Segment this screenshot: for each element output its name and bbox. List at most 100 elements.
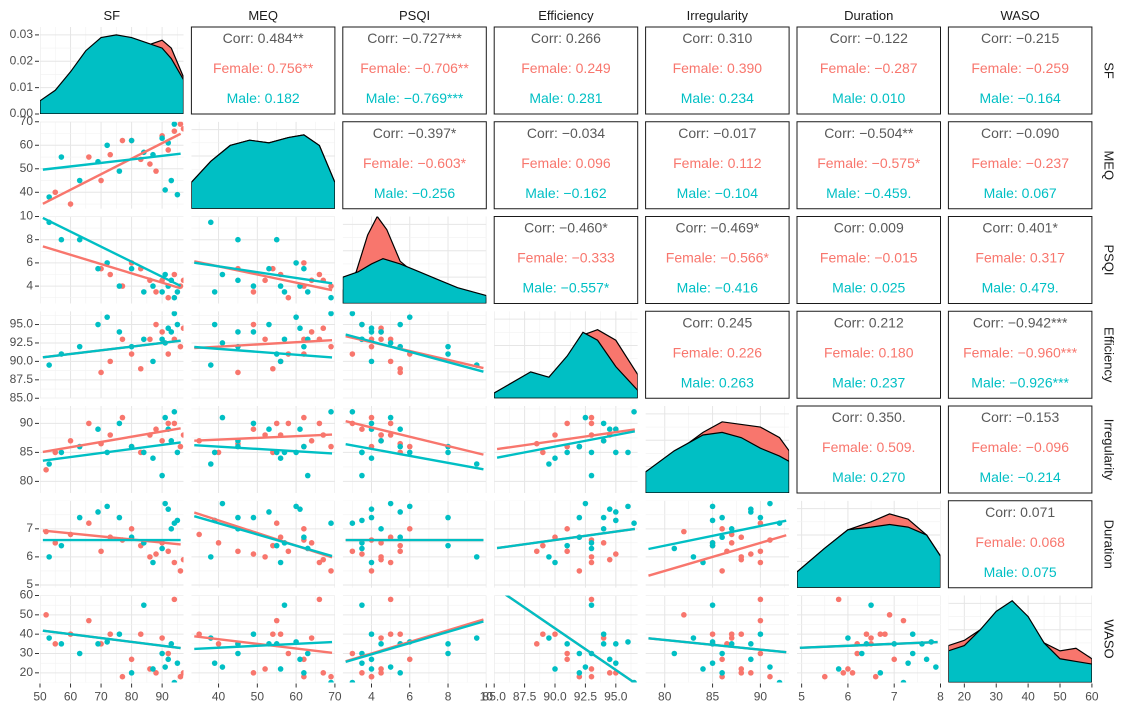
regression-line-male [194, 640, 333, 651]
regression-line-female [648, 534, 787, 577]
point-female [540, 631, 546, 637]
point-female [552, 432, 558, 438]
density-panel [40, 27, 184, 114]
y-tick-label: 4 [26, 278, 33, 292]
row-label-psqi: PSQI [1102, 244, 1117, 275]
point-female [349, 548, 356, 555]
x-tick-label: 4 [368, 690, 375, 701]
point-male [905, 660, 911, 666]
point-female [564, 420, 570, 427]
point-female [277, 534, 284, 541]
point-male [564, 449, 570, 456]
point-male [150, 666, 156, 672]
point-female [177, 343, 184, 350]
point-female [285, 420, 292, 427]
corr-panel [796, 26, 941, 115]
point-female [273, 420, 280, 427]
point-male [301, 265, 307, 272]
density-male [342, 258, 487, 304]
point-female [540, 449, 546, 456]
point-female [153, 321, 159, 328]
corr-panel [796, 405, 941, 494]
point-female [262, 666, 268, 672]
point-male [281, 336, 288, 343]
corr-female-label: Female: −0.259 [971, 60, 1069, 76]
corr-female-label: Female: 0.068 [975, 534, 1065, 550]
x-tick-label: 30 [990, 690, 1004, 701]
corr-male-label: Male: 0.182 [227, 90, 300, 106]
point-female [177, 443, 184, 450]
corr-female-label: Female: −0.566* [666, 250, 770, 266]
point-male [588, 545, 595, 552]
corr-panel [342, 26, 487, 115]
point-female [588, 673, 595, 680]
point-male [159, 650, 165, 657]
point-male [359, 540, 365, 546]
point-male [546, 635, 552, 641]
point-female [180, 670, 184, 676]
point-male [359, 660, 365, 666]
scatter-panel [494, 500, 638, 588]
point-male [273, 542, 280, 549]
point-male [909, 631, 916, 637]
corr-male-label: Male: 0.479. [982, 280, 1059, 296]
point-female [877, 631, 884, 637]
point-male [328, 679, 334, 683]
point-female [378, 540, 384, 546]
point-female [588, 414, 595, 421]
point-male [141, 449, 147, 456]
point-female [757, 559, 764, 566]
point-male [250, 514, 257, 521]
point-female [308, 635, 315, 641]
point-male [582, 664, 589, 670]
point-male [359, 517, 365, 524]
point-male [174, 449, 181, 456]
point-male [473, 635, 480, 641]
point-female [285, 548, 292, 555]
point-female [180, 126, 184, 132]
point-male [171, 311, 178, 317]
point-male [613, 517, 619, 524]
y-tick-label: 85.0 [10, 390, 34, 404]
point-male [368, 514, 375, 521]
point-female [137, 365, 144, 372]
corr-male-label: Male: −0.769*** [366, 90, 464, 106]
point-male [174, 660, 181, 666]
point-male [301, 670, 307, 676]
point-male [576, 670, 583, 676]
point-male [297, 426, 303, 433]
y-tick-label: 7 [26, 521, 33, 535]
point-female [681, 528, 687, 535]
point-male [368, 420, 375, 427]
point-male [748, 506, 754, 512]
point-male [250, 631, 257, 637]
point-male [235, 650, 241, 657]
point-female [316, 271, 323, 278]
point-male [46, 362, 52, 368]
point-female [270, 365, 276, 372]
x-tick-label: 7 [891, 690, 898, 701]
point-male [349, 679, 356, 683]
point-male [95, 265, 101, 272]
corr-overall-label: Corr: 0.212 [834, 314, 904, 330]
point-female [406, 656, 413, 663]
point-male [757, 631, 764, 637]
corr-panel [796, 121, 941, 210]
point-male [116, 168, 123, 174]
point-female [728, 631, 735, 637]
corr-overall-label: Corr: −0.122 [830, 30, 908, 46]
point-male [397, 509, 404, 515]
point-female [86, 520, 92, 527]
point-female [128, 656, 135, 663]
point-female [107, 358, 114, 365]
point-male [281, 289, 288, 295]
corr-female-label: Female: 0.249 [521, 60, 611, 76]
corr-overall-label: Corr: −0.469* [676, 220, 760, 236]
point-male [588, 449, 595, 456]
point-female [308, 540, 315, 546]
point-female [301, 260, 307, 266]
point-female [285, 650, 292, 657]
point-male [445, 514, 451, 521]
point-male [359, 321, 365, 328]
scatter-panel [40, 311, 184, 399]
